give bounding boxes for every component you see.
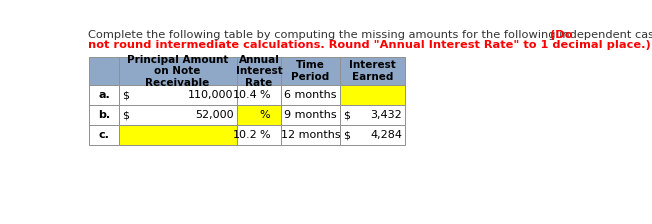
- Bar: [237, 125, 282, 145]
- Bar: [119, 85, 237, 106]
- Text: 110,000: 110,000: [188, 90, 233, 100]
- Text: %: %: [259, 90, 271, 100]
- Bar: [89, 85, 119, 106]
- Text: 52,000: 52,000: [195, 110, 233, 121]
- Text: Complete the following table by computing the missing amounts for the following : Complete the following table by computin…: [88, 30, 652, 40]
- Bar: [340, 57, 406, 85]
- Bar: [119, 106, 237, 125]
- Text: $: $: [344, 130, 351, 140]
- Text: a.: a.: [98, 90, 110, 100]
- Bar: [89, 125, 119, 145]
- Text: 12 months: 12 months: [281, 130, 340, 140]
- Bar: [89, 106, 119, 125]
- Bar: [119, 57, 237, 85]
- Text: %: %: [259, 130, 271, 140]
- Text: Time
Period: Time Period: [291, 60, 330, 82]
- Bar: [340, 125, 406, 145]
- Bar: [340, 106, 406, 125]
- Text: 6 months: 6 months: [284, 90, 337, 100]
- Text: $: $: [122, 90, 129, 100]
- Bar: [282, 106, 340, 125]
- Bar: [237, 57, 282, 85]
- Bar: [340, 85, 406, 106]
- Text: (Do: (Do: [550, 30, 573, 40]
- Text: $: $: [344, 110, 351, 121]
- Bar: [282, 85, 340, 106]
- Text: 3,432: 3,432: [370, 110, 402, 121]
- Text: Annual
Interest
Rate: Annual Interest Rate: [235, 55, 282, 88]
- Text: c.: c.: [98, 130, 110, 140]
- Text: b.: b.: [98, 110, 110, 121]
- Text: 10.2: 10.2: [233, 130, 258, 140]
- Bar: [282, 57, 340, 85]
- Text: %: %: [259, 110, 271, 121]
- Text: 4,284: 4,284: [370, 130, 402, 140]
- Text: 9 months: 9 months: [284, 110, 337, 121]
- Bar: [282, 125, 340, 145]
- Bar: [119, 125, 237, 145]
- Text: not round intermediate calculations. Round "Annual Interest Rate" to 1 decimal p: not round intermediate calculations. Rou…: [88, 40, 651, 50]
- Text: $: $: [122, 110, 129, 121]
- Bar: [237, 85, 282, 106]
- Text: Interest
Earned: Interest Earned: [349, 60, 396, 82]
- Bar: [89, 57, 119, 85]
- Text: 10.4: 10.4: [233, 90, 258, 100]
- Bar: [119, 125, 237, 145]
- Bar: [237, 106, 282, 125]
- Text: Principal Amount
on Note
Receivable: Principal Amount on Note Receivable: [127, 55, 228, 88]
